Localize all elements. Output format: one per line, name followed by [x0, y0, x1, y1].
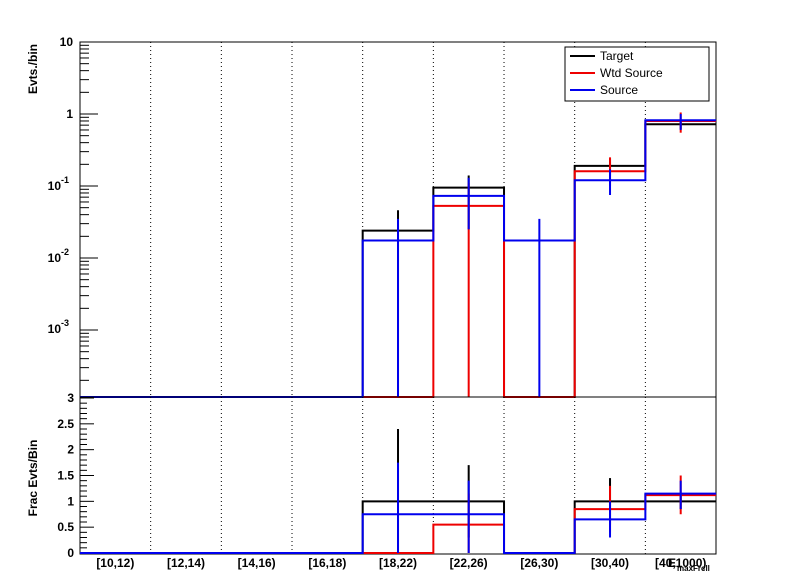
x-tick-label: [12,14) [167, 556, 205, 570]
bottom-y-ticks [80, 397, 94, 554]
bottom-ytick-label: 1 [67, 494, 74, 508]
top-ytick-0.1: 10 [48, 179, 62, 193]
x-axis-label: E [668, 556, 676, 570]
top-ytick-10: 10 [60, 35, 74, 49]
x-tick-label: [10,12) [96, 556, 134, 570]
x-tick-label: [30,40) [591, 556, 629, 570]
bottom-panel: 0 0.5 1 1.5 2 2.5 3 [10,12) [12,14) [14,16) [16,1… [26, 391, 717, 572]
legend: Target Wtd Source Source [564, 46, 710, 102]
bottom-ytick-label: 0 [67, 546, 74, 560]
x-tick-labels: [10,12) [12,14) [14,16) [16,18) [18,22) [22,2… [96, 556, 706, 570]
top-ytick-0.01: 10 [48, 251, 62, 265]
top-panel: 10 1 10 -1 10 -2 10 -3 Evts./bin Target … [26, 35, 717, 398]
bottom-ytick-label: 0.5 [57, 520, 74, 534]
top-ytick-0.1-exp: -1 [61, 175, 69, 185]
top-ytick-0.001: 10 [48, 322, 62, 336]
x-tick-label: [26,30) [520, 556, 558, 570]
legend-label-target: Target [600, 49, 634, 63]
legend-label-source: Source [600, 83, 638, 97]
top-ytick-0.001-exp: -3 [61, 318, 69, 328]
bottom-ytick-label: 1.5 [57, 469, 74, 483]
bottom-y-axis-label: Frac Evts/Bin [26, 440, 40, 517]
x-tick-label: [16,18) [308, 556, 346, 570]
top-y-ticks [80, 41, 98, 381]
x-tick-label: [14,16) [238, 556, 276, 570]
x-tick-label: [22,26) [450, 556, 488, 570]
x-tick-label: [18,22) [379, 556, 417, 570]
bottom-y-tick-labels: 0 0.5 1 1.5 2 2.5 3 [57, 391, 74, 560]
top-ytick-1: 1 [66, 107, 73, 121]
x-tick-label: [40,1000) [655, 556, 706, 570]
bottom-series-layer [80, 429, 717, 554]
bottom-ytick-label: 3 [67, 391, 74, 405]
top-ytick-0.01-exp: -2 [61, 247, 69, 257]
top-y-axis-label: Evts./bin [26, 44, 40, 94]
legend-label-wtd-source: Wtd Source [600, 66, 663, 80]
top-series-layer [80, 112, 717, 398]
bottom-ytick-label: 2.5 [57, 417, 74, 431]
bottom-ytick-label: 2 [67, 443, 74, 457]
x-axis-label-subscript: maxFrcll [677, 564, 710, 572]
